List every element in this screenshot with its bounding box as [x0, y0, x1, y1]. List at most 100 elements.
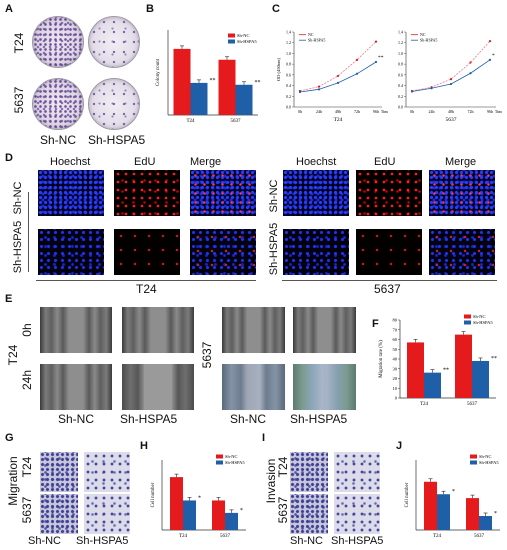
x-tick-label: T24: [433, 534, 442, 539]
y-axis-label: Colony count: [156, 58, 161, 86]
y-tick-label: 10: [393, 386, 398, 391]
bar-sh-nc-5637: [212, 500, 225, 530]
bar-sh-nc-5637: [466, 498, 479, 530]
significance-marker: **: [443, 368, 449, 374]
colony-dish-5637-shhspa5: [88, 78, 140, 130]
legend-label: Sh-HSPA5: [473, 320, 493, 325]
panel-label-c: C: [272, 3, 280, 15]
legend-label: Sh-NC: [237, 33, 250, 38]
edu-hoechst-5637-shnc: [283, 170, 349, 216]
panel-i-row-5637: 5637: [276, 496, 290, 524]
y-axis-label: Cell number: [151, 482, 156, 507]
panel-label-e: E: [5, 293, 13, 305]
panel-d-channel-edu-left: EdU: [134, 156, 156, 168]
panel-d-channel-merge-left: Merge: [190, 156, 222, 168]
data-point: [449, 78, 453, 81]
legend-label: Sh-HSPA5: [479, 460, 499, 465]
edu-merge-t24-shnc: [190, 170, 256, 216]
y-tick-label: 70: [393, 327, 398, 332]
panel-a-col-label-shnc: Sh-NC: [40, 133, 77, 147]
y-tick-label: 0: [395, 396, 398, 401]
x-tick-label: 96h: [373, 109, 379, 114]
cck8-line-chart-5637: 0.0 0.2 0.4 0.6 0.8 1.0 1.2 1.4 0h 24h 48h 72h 96h Ti…: [398, 30, 502, 124]
data-point: [469, 61, 472, 64]
y-axis-label: Cell number: [405, 482, 410, 507]
x-tick-label: T24: [179, 534, 188, 539]
series-line-nc: [411, 40, 491, 92]
edu-merge-5637-shhspa5: [429, 229, 495, 275]
x-axis-unit: Time: [495, 109, 502, 114]
panel-e-col-shnc-5637: Sh-NC: [230, 412, 267, 426]
significance-marker: *: [452, 489, 455, 495]
legend-label: Sh-HSPA5: [225, 460, 245, 465]
panel-d-channel-edu-right: EdU: [374, 156, 396, 168]
legend-label: Sh-NC: [473, 314, 486, 319]
x-tick-label: 96h: [487, 109, 493, 114]
bar-sh-hspa5-5637: [235, 84, 253, 115]
y-tick-label: 0.2: [398, 94, 403, 99]
chart-title: T24: [334, 117, 343, 123]
bar-sh-hspa5-T24: [437, 494, 450, 530]
migration-rate-bar-chart: 0 10 20 30 40 50 60 70 80 Migration rate (%) ** T24…: [379, 314, 497, 407]
panel-e-col-shhspa5-t24: Sh-HSPA5: [120, 412, 178, 426]
significance-marker: *: [198, 495, 201, 501]
panel-d-channel-merge-right: Merge: [445, 156, 477, 168]
legend-swatch: [228, 39, 235, 44]
x-tick-label: 72h: [468, 109, 474, 114]
legend-swatch: [464, 320, 471, 325]
y-tick-label: 50: [393, 347, 398, 352]
data-point: [355, 72, 359, 75]
bar-sh-hspa5-T24: [190, 82, 208, 115]
y-tick-label: 60: [393, 337, 398, 342]
panel-d-channel-hoechst-left: Hoechst: [50, 156, 91, 168]
y-axis-label: Migration rate (%): [379, 340, 384, 378]
panel-g-col-shnc: Sh-NC: [28, 535, 62, 547]
data-point: [317, 88, 321, 91]
panel-label-h: H: [140, 440, 148, 452]
y-tick-label: 0.4: [286, 83, 291, 88]
y-tick-label: 1.0: [286, 51, 291, 56]
data-point: [469, 72, 472, 75]
y-tick-label: 1.4: [398, 30, 403, 35]
legend-label: Sh-HSPA5: [237, 39, 257, 44]
transwell-invasion-5637-shhspa5: [334, 494, 380, 534]
x-tick-label: 0h: [298, 109, 302, 114]
wound-t24-shhspa5-0h: [122, 307, 194, 353]
data-point: [355, 58, 359, 61]
edu-merge-5637-shnc: [429, 170, 495, 216]
panel-d-row-shhspa5-right: Sh-HSPA5: [268, 222, 280, 276]
x-tick-label: 24h: [429, 109, 435, 114]
legend-label: NC: [308, 32, 314, 37]
wound-5637-shhspa5-0h: [293, 307, 356, 353]
data-point: [488, 40, 492, 43]
panel-d-row-bracket: [28, 192, 29, 272]
legend-swatch: [216, 454, 223, 459]
y-tick-label: 80: [393, 318, 398, 323]
colony-dish-t24-shhspa5: [88, 16, 140, 68]
y-axis-label: OD (450nm): [276, 57, 281, 81]
colony-dish-5637-shnc: [32, 78, 84, 130]
x-tick-label: T24: [186, 119, 195, 124]
panel-i-col-shhspa5: Sh-HSPA5: [331, 535, 384, 547]
panel-a-col-label-shhspa5: Sh-HSPA5: [88, 133, 146, 147]
bar-sh-hspa5-5637: [479, 516, 492, 530]
transwell-invasion-t24-shnc: [290, 452, 328, 492]
x-tick-label: 5637: [220, 534, 231, 539]
x-tick-label: 5637: [231, 119, 242, 124]
panel-e-col-shnc-t24: Sh-NC: [58, 412, 95, 426]
y-tick-label: 0.0: [286, 105, 291, 110]
y-tick-label: 1.2: [286, 40, 291, 45]
bar-sh-hspa5-5637: [225, 512, 238, 530]
panel-a-row-label-5637: 5637: [12, 86, 26, 114]
panel-d-row-shhspa5-left: Sh-HSPA5: [12, 220, 24, 274]
panel-d-group-t24: T24: [136, 282, 157, 296]
panel-e-time-24h: 24h: [20, 369, 34, 391]
data-point: [317, 85, 321, 88]
edu-hoechst-t24-shhspa5: [38, 229, 104, 275]
wound-5637-shnc-24h: [222, 364, 285, 410]
y-tick-label: 1.4: [286, 30, 291, 35]
legend-swatch: [464, 314, 471, 319]
edu-edu-t24-shnc: [114, 170, 180, 216]
